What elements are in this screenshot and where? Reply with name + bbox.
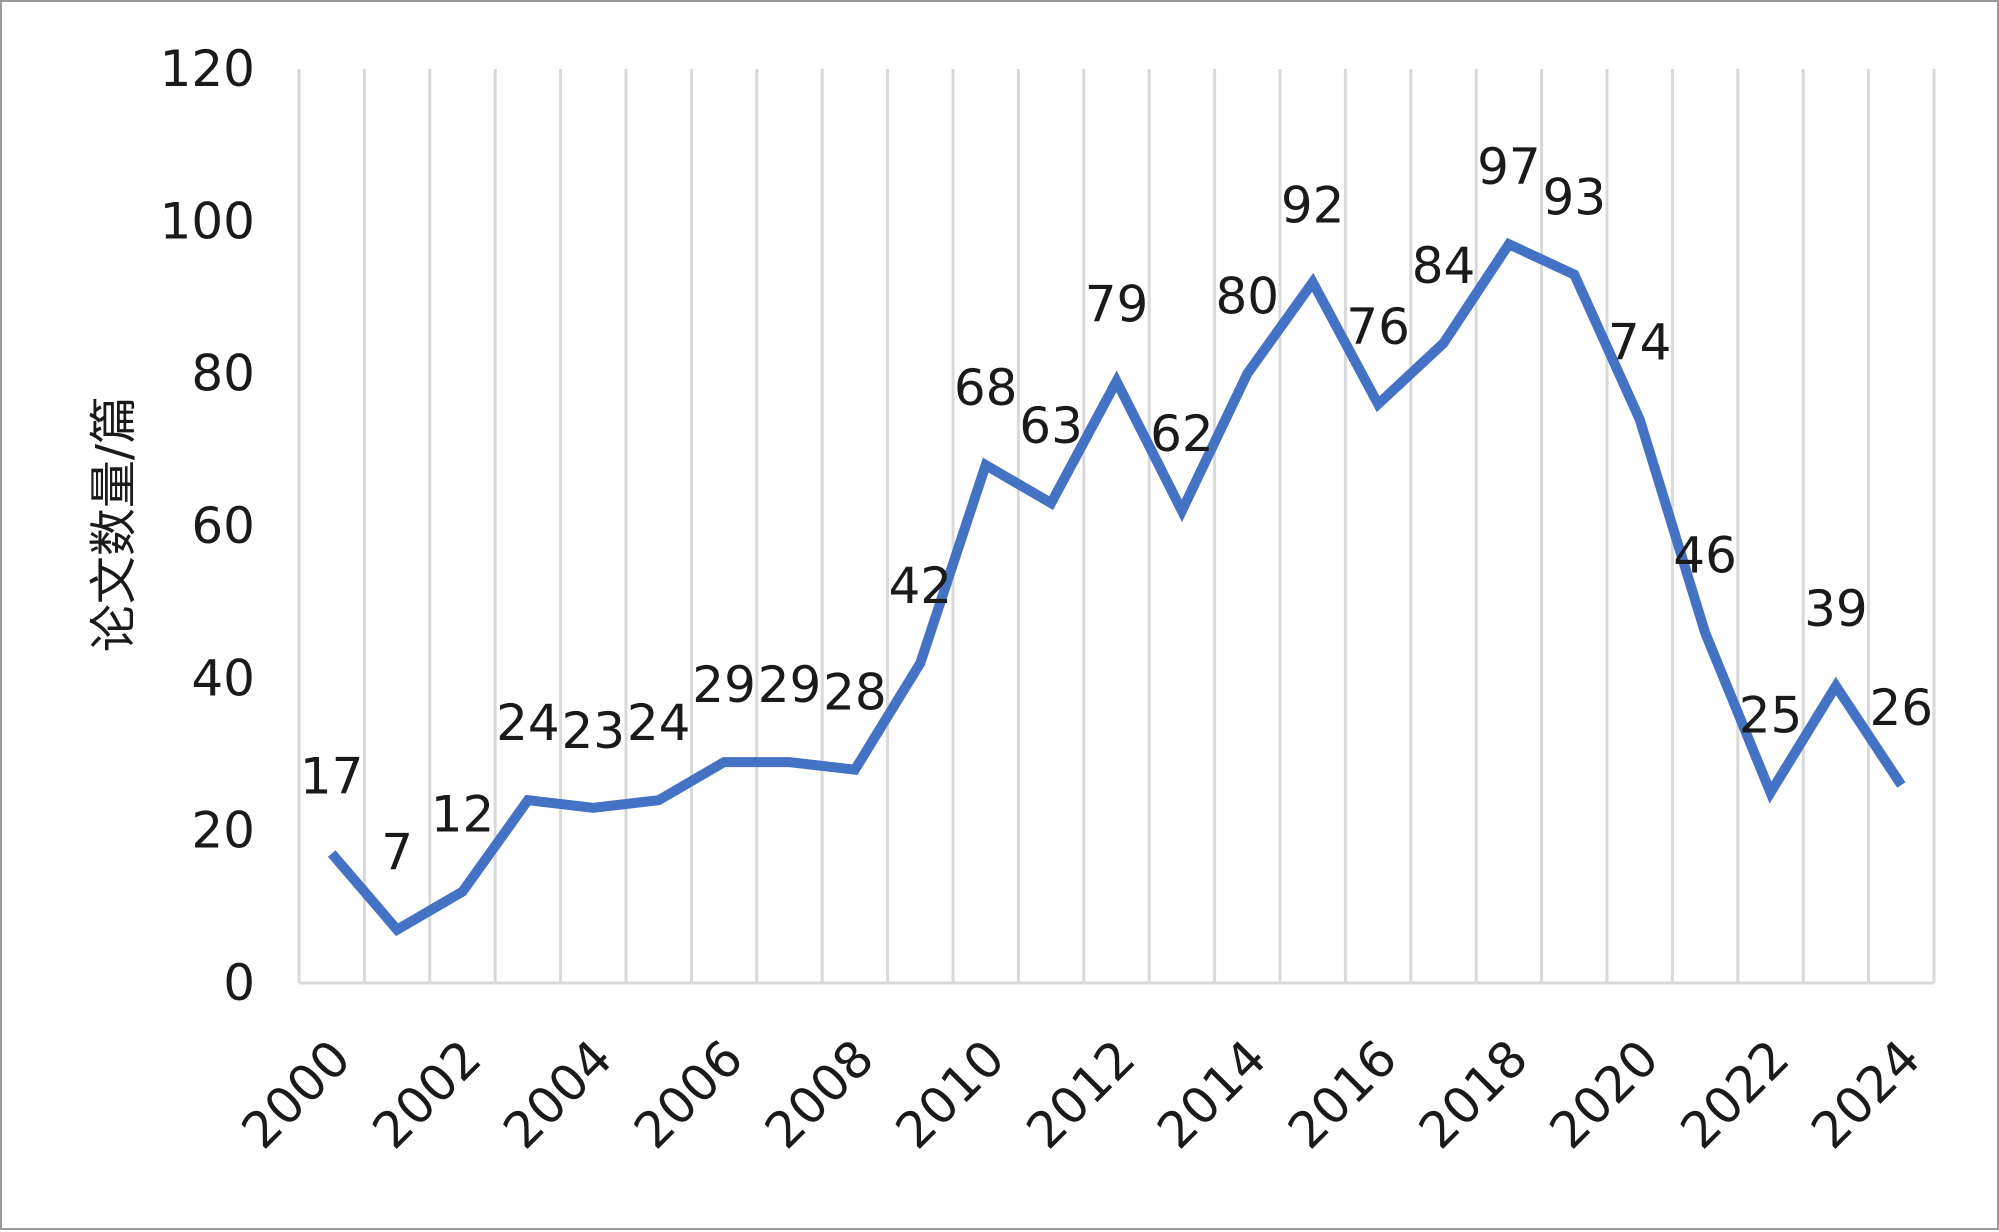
data-label: 42 bbox=[888, 557, 952, 615]
data-label: 92 bbox=[1281, 176, 1345, 234]
y-axis-title: 论文数量/篇 bbox=[86, 396, 142, 652]
data-label: 76 bbox=[1346, 298, 1410, 356]
data-label: 46 bbox=[1673, 527, 1737, 585]
y-tick-label: 60 bbox=[191, 497, 255, 555]
x-tick-label: 2016 bbox=[1277, 1029, 1408, 1160]
x-tick-label: 2020 bbox=[1539, 1029, 1670, 1160]
data-label: 7 bbox=[381, 824, 413, 882]
data-label: 74 bbox=[1608, 313, 1672, 371]
x-tick-label: 2004 bbox=[492, 1029, 623, 1160]
data-label: 29 bbox=[692, 656, 756, 714]
data-label: 93 bbox=[1542, 169, 1606, 227]
data-label: 84 bbox=[1412, 237, 1476, 295]
data-label: 25 bbox=[1739, 687, 1803, 745]
x-tick-label: 2014 bbox=[1146, 1029, 1277, 1160]
data-label: 12 bbox=[431, 786, 495, 844]
data-label: 29 bbox=[758, 656, 822, 714]
series-line bbox=[327, 237, 1906, 937]
series-layer bbox=[327, 237, 1906, 937]
y-tick-label: 100 bbox=[160, 192, 255, 250]
data-label: 39 bbox=[1804, 580, 1868, 638]
x-tick-label: 2024 bbox=[1800, 1029, 1931, 1160]
data-label: 17 bbox=[300, 748, 364, 806]
data-label: 62 bbox=[1150, 405, 1214, 463]
y-tick-label: 80 bbox=[191, 345, 255, 403]
data-label: 97 bbox=[1477, 138, 1541, 196]
x-tick-label: 2012 bbox=[1016, 1029, 1147, 1160]
data-label: 26 bbox=[1869, 679, 1933, 737]
x-tick-label: 2010 bbox=[885, 1029, 1016, 1160]
y-tick-label: 0 bbox=[223, 954, 255, 1012]
x-tick-label: 2006 bbox=[623, 1029, 754, 1160]
x-tick-label: 2022 bbox=[1670, 1029, 1801, 1160]
data-label: 28 bbox=[823, 664, 887, 722]
data-label: 80 bbox=[1215, 268, 1279, 326]
y-tick-label: 20 bbox=[191, 802, 255, 860]
grid-layer bbox=[297, 69, 1936, 983]
x-tick-label: 2018 bbox=[1408, 1029, 1539, 1160]
x-tick-label: 2000 bbox=[231, 1029, 362, 1160]
data-label: 23 bbox=[561, 702, 625, 760]
data-label: 24 bbox=[496, 694, 560, 752]
y-tick-label: 40 bbox=[191, 649, 255, 707]
y-tick-label: 120 bbox=[160, 40, 255, 98]
data-label: 79 bbox=[1085, 275, 1149, 333]
data-label: 68 bbox=[954, 359, 1018, 417]
x-tick-label: 2002 bbox=[362, 1029, 493, 1160]
data-label: 63 bbox=[1019, 397, 1083, 455]
data-label: 24 bbox=[627, 694, 691, 752]
x-tick-label: 2008 bbox=[754, 1029, 885, 1160]
